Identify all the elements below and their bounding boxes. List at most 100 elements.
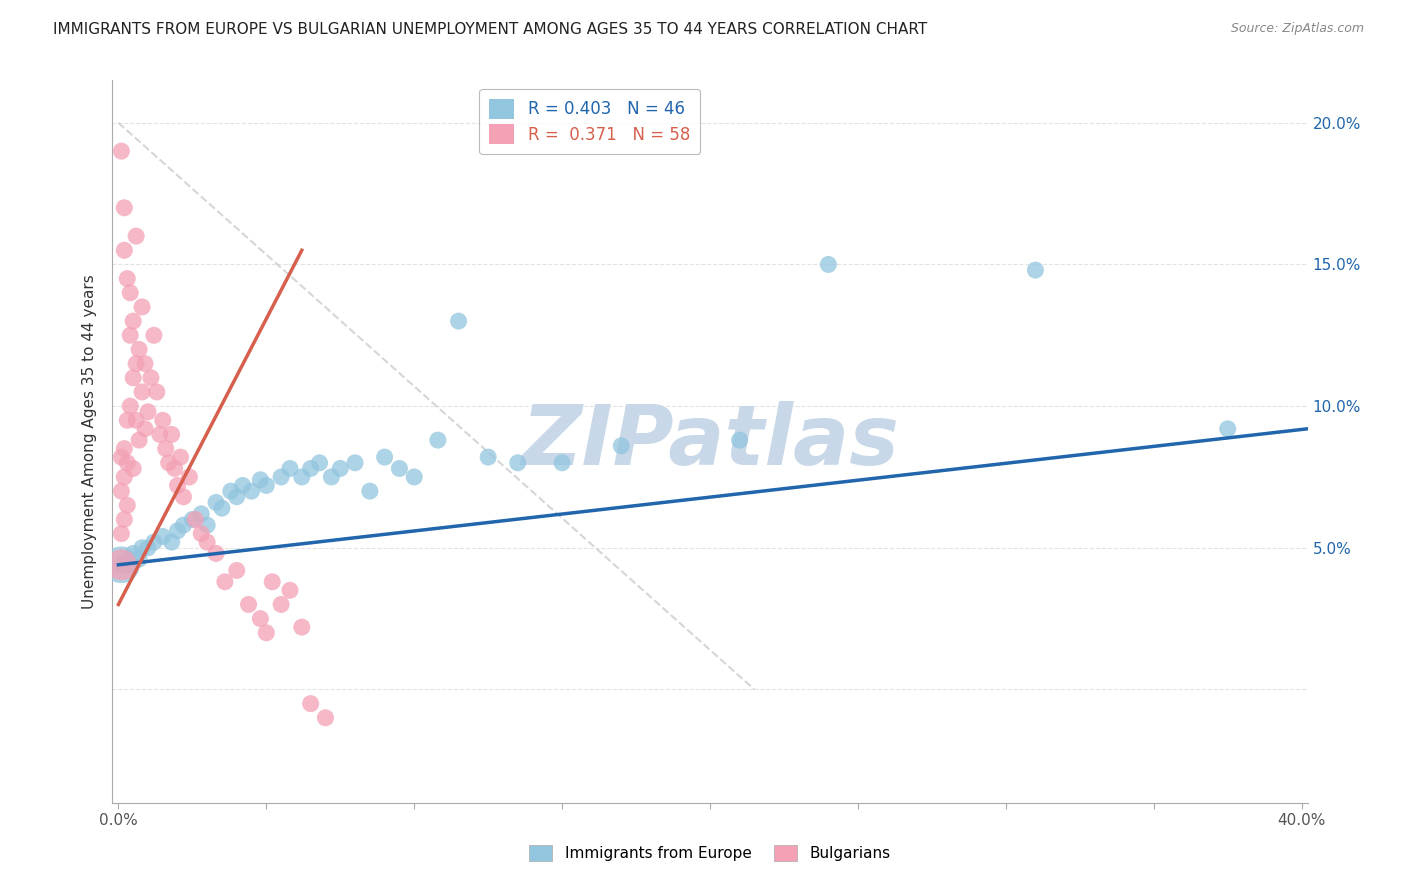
Point [110, 558, 132, 572]
Y-axis label: Unemployment Among Ages 35 to 44 years: Unemployment Among Ages 35 to 44 years [82, 274, 97, 609]
Point [160, 427, 183, 442]
Point [110, 558, 132, 572]
Point [291, 470, 314, 484]
Point [314, 711, 336, 725]
Point [506, 456, 529, 470]
Point [117, 498, 139, 512]
Point [117, 413, 139, 427]
Point [1216, 422, 1239, 436]
Point [329, 461, 352, 475]
Point [190, 507, 212, 521]
Point [134, 357, 156, 371]
Point [299, 461, 322, 475]
Point [344, 456, 367, 470]
Point [190, 526, 212, 541]
Point [136, 405, 159, 419]
Point [110, 450, 132, 464]
Point [388, 461, 411, 475]
Point [110, 144, 132, 158]
Point [120, 285, 142, 300]
Point [728, 433, 751, 447]
Point [149, 427, 172, 442]
Point [152, 413, 174, 427]
Point [122, 546, 145, 560]
Point [122, 371, 145, 385]
Point [610, 439, 633, 453]
Point [1024, 263, 1046, 277]
Point [225, 490, 247, 504]
Point [131, 541, 153, 555]
Point [278, 583, 301, 598]
Point [120, 328, 142, 343]
Point [131, 384, 153, 399]
Point [249, 473, 271, 487]
Point [254, 625, 277, 640]
Point [128, 343, 150, 357]
Point [447, 314, 470, 328]
Point [817, 257, 839, 271]
Point [214, 574, 236, 589]
Point [181, 512, 204, 526]
Point [225, 564, 247, 578]
Point [134, 422, 156, 436]
Point [125, 413, 148, 427]
Point [125, 357, 148, 371]
Point [142, 328, 165, 343]
Point [321, 470, 343, 484]
Point [195, 535, 218, 549]
Text: Source: ZipAtlas.com: Source: ZipAtlas.com [1230, 22, 1364, 36]
Legend: Immigrants from Europe, Bulgarians: Immigrants from Europe, Bulgarians [523, 839, 897, 867]
Point [169, 450, 191, 464]
Point [152, 529, 174, 543]
Point [299, 697, 322, 711]
Point [155, 442, 177, 456]
Point [270, 470, 292, 484]
Point [112, 442, 135, 456]
Point [238, 598, 260, 612]
Point [551, 456, 574, 470]
Point [205, 546, 228, 560]
Text: ZIPatlas: ZIPatlas [522, 401, 898, 482]
Point [110, 558, 132, 572]
Point [117, 271, 139, 285]
Point [205, 495, 228, 509]
Point [146, 384, 169, 399]
Point [128, 433, 150, 447]
Point [278, 461, 301, 475]
Point [426, 433, 449, 447]
Point [112, 558, 135, 572]
Point [142, 535, 165, 549]
Point [112, 201, 135, 215]
Point [359, 484, 381, 499]
Point [477, 450, 499, 464]
Point [404, 470, 426, 484]
Point [120, 399, 142, 413]
Point [166, 478, 188, 492]
Point [122, 461, 145, 475]
Point [117, 456, 139, 470]
Point [184, 512, 207, 526]
Point [136, 541, 159, 555]
Point [172, 518, 194, 533]
Point [195, 518, 218, 533]
Point [160, 535, 183, 549]
Point [219, 484, 242, 499]
Point [172, 490, 194, 504]
Point [163, 461, 186, 475]
Point [131, 300, 153, 314]
Point [112, 512, 135, 526]
Point [291, 620, 314, 634]
Point [179, 470, 201, 484]
Point [232, 478, 254, 492]
Point [270, 598, 292, 612]
Point [262, 574, 284, 589]
Point [211, 501, 233, 516]
Point [120, 558, 142, 572]
Point [166, 524, 188, 538]
Point [117, 552, 139, 566]
Point [122, 314, 145, 328]
Point [374, 450, 396, 464]
Text: IMMIGRANTS FROM EUROPE VS BULGARIAN UNEMPLOYMENT AMONG AGES 35 TO 44 YEARS CORRE: IMMIGRANTS FROM EUROPE VS BULGARIAN UNEM… [53, 22, 928, 37]
Point [110, 526, 132, 541]
Point [139, 371, 162, 385]
